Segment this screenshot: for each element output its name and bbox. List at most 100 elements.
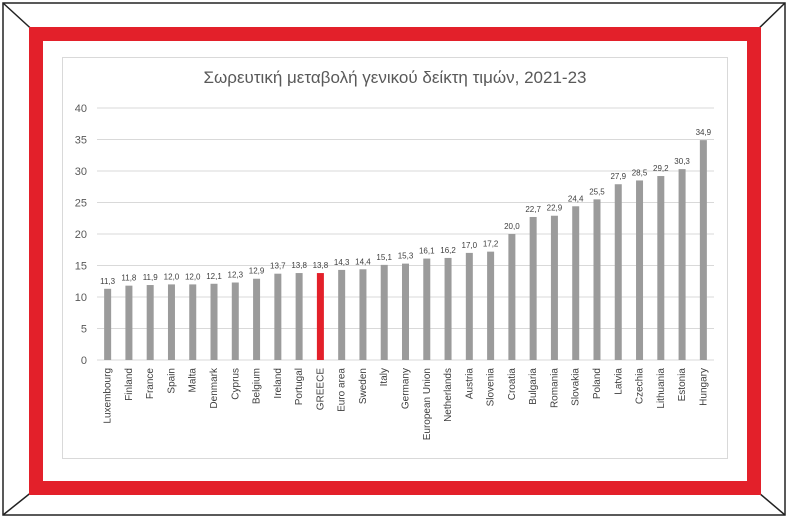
x-tick-label: Italy: [379, 368, 390, 386]
data-label: 16,1: [419, 247, 435, 256]
plot-area: 0 5 10 15 20 25 30 35 40 11,3 Luxembourg 11,8 Finlan…: [75, 103, 714, 440]
data-label: 11,3: [100, 277, 116, 286]
chart-area: Σωρευτική μεταβολή γενικού δείκτη τιμών,…: [62, 57, 728, 459]
x-tick-label: Netherlands: [443, 368, 454, 422]
bar: [167, 284, 175, 360]
x-tick-label: Sweden: [358, 368, 369, 404]
x-tick-label: Romania: [549, 368, 560, 408]
data-label: 25,5: [589, 187, 605, 196]
x-tick-label: Poland: [592, 368, 603, 399]
y-tick-label: 25: [75, 198, 87, 210]
red-border-band: [29, 27, 761, 495]
data-label: 12,0: [185, 272, 201, 281]
y-tick-label: 0: [81, 355, 87, 367]
y-tick-label: 20: [75, 229, 87, 241]
bar: [465, 252, 473, 360]
x-tick-label: Portugal: [294, 368, 305, 405]
x-tick-label: Denmark: [209, 367, 220, 409]
x-tick-label: Croatia: [507, 368, 518, 401]
data-label: 15,3: [398, 252, 414, 261]
bar: [444, 257, 452, 360]
data-label: 20,0: [504, 222, 520, 231]
bar: [189, 284, 197, 360]
data-label: 24,4: [568, 194, 584, 203]
x-tick-label: GREECE: [315, 368, 326, 411]
data-label: 27,9: [610, 172, 626, 181]
bar: [359, 269, 367, 360]
bar: [636, 180, 644, 360]
y-tick-label: 10: [75, 292, 87, 304]
data-label: 17,0: [462, 241, 478, 250]
x-tick-label: Slovakia: [571, 368, 582, 406]
data-label: 14,4: [355, 257, 371, 266]
x-tick-label: Estonia: [677, 368, 688, 402]
bar: [380, 264, 388, 360]
x-tick-label: Czechia: [635, 368, 646, 405]
data-label: 28,5: [632, 168, 648, 177]
data-label: 13,7: [270, 262, 286, 271]
bar-highlight: [316, 273, 324, 360]
x-tick-label: Slovenia: [486, 368, 497, 407]
bar: [253, 278, 261, 360]
x-tick-label: Bulgaria: [528, 368, 539, 405]
data-label: 11,9: [143, 273, 159, 282]
bar: [593, 199, 601, 360]
x-tick-label: Hungary: [698, 368, 709, 406]
data-label: 12,3: [228, 271, 244, 280]
y-tick-label: 35: [75, 135, 87, 147]
y-tick-label: 15: [75, 261, 87, 273]
bar: [423, 258, 431, 360]
data-label: 12,1: [206, 272, 222, 281]
bar: [699, 140, 707, 360]
bar: [529, 216, 537, 360]
data-label: 29,2: [653, 164, 669, 173]
y-tick-label: 30: [75, 166, 87, 178]
data-label: 22,9: [547, 204, 563, 213]
bar: [146, 285, 154, 360]
data-label: 30,3: [674, 157, 690, 166]
data-label: 17,2: [483, 240, 499, 249]
bar: [572, 206, 580, 360]
bar: [550, 215, 558, 360]
data-label: 14,3: [334, 258, 350, 267]
x-tick-label: Latvia: [613, 368, 624, 395]
data-label: 34,9: [696, 128, 712, 137]
x-tick-label: Ireland: [273, 368, 284, 399]
x-tick-label: Germany: [401, 368, 412, 409]
x-tick-label: Malta: [188, 368, 199, 393]
bar: [274, 273, 282, 360]
x-tick-label: Belgium: [252, 368, 263, 404]
x-tick-label: Luxembourg: [103, 368, 114, 424]
bar: [210, 283, 218, 360]
x-tick-label: France: [145, 368, 156, 400]
data-label: 22,7: [525, 205, 541, 214]
bar: [614, 184, 622, 360]
bar: [295, 273, 303, 360]
bar: [402, 263, 409, 360]
data-label: 12,0: [164, 272, 180, 281]
data-label: 13,8: [291, 261, 307, 270]
data-label: 11,8: [121, 274, 137, 283]
bar: [487, 251, 495, 360]
x-tick-label: Austria: [464, 368, 475, 400]
x-tick-label: Lithuania: [656, 368, 667, 409]
y-tick-label: 40: [75, 103, 87, 115]
bar: [338, 269, 346, 360]
x-tick-label: Finland: [124, 368, 135, 401]
data-label: 16,2: [440, 246, 456, 255]
data-label: 12,9: [249, 267, 265, 276]
bar: [104, 288, 112, 360]
bar: [231, 282, 239, 360]
x-tick-label: Spain: [166, 368, 177, 394]
x-tick-label: European Union: [422, 368, 433, 440]
data-label: 13,8: [313, 261, 329, 270]
y-tick-label: 5: [81, 324, 87, 336]
bar: [657, 176, 665, 360]
chart-title: Σωρευτική μεταβολή γενικού δείκτη τιμών,…: [203, 68, 587, 87]
bar: [508, 234, 516, 360]
bar: [678, 169, 686, 360]
bar: [125, 285, 133, 360]
data-label: 15,1: [376, 253, 392, 262]
x-tick-label: Cyprus: [230, 368, 241, 400]
